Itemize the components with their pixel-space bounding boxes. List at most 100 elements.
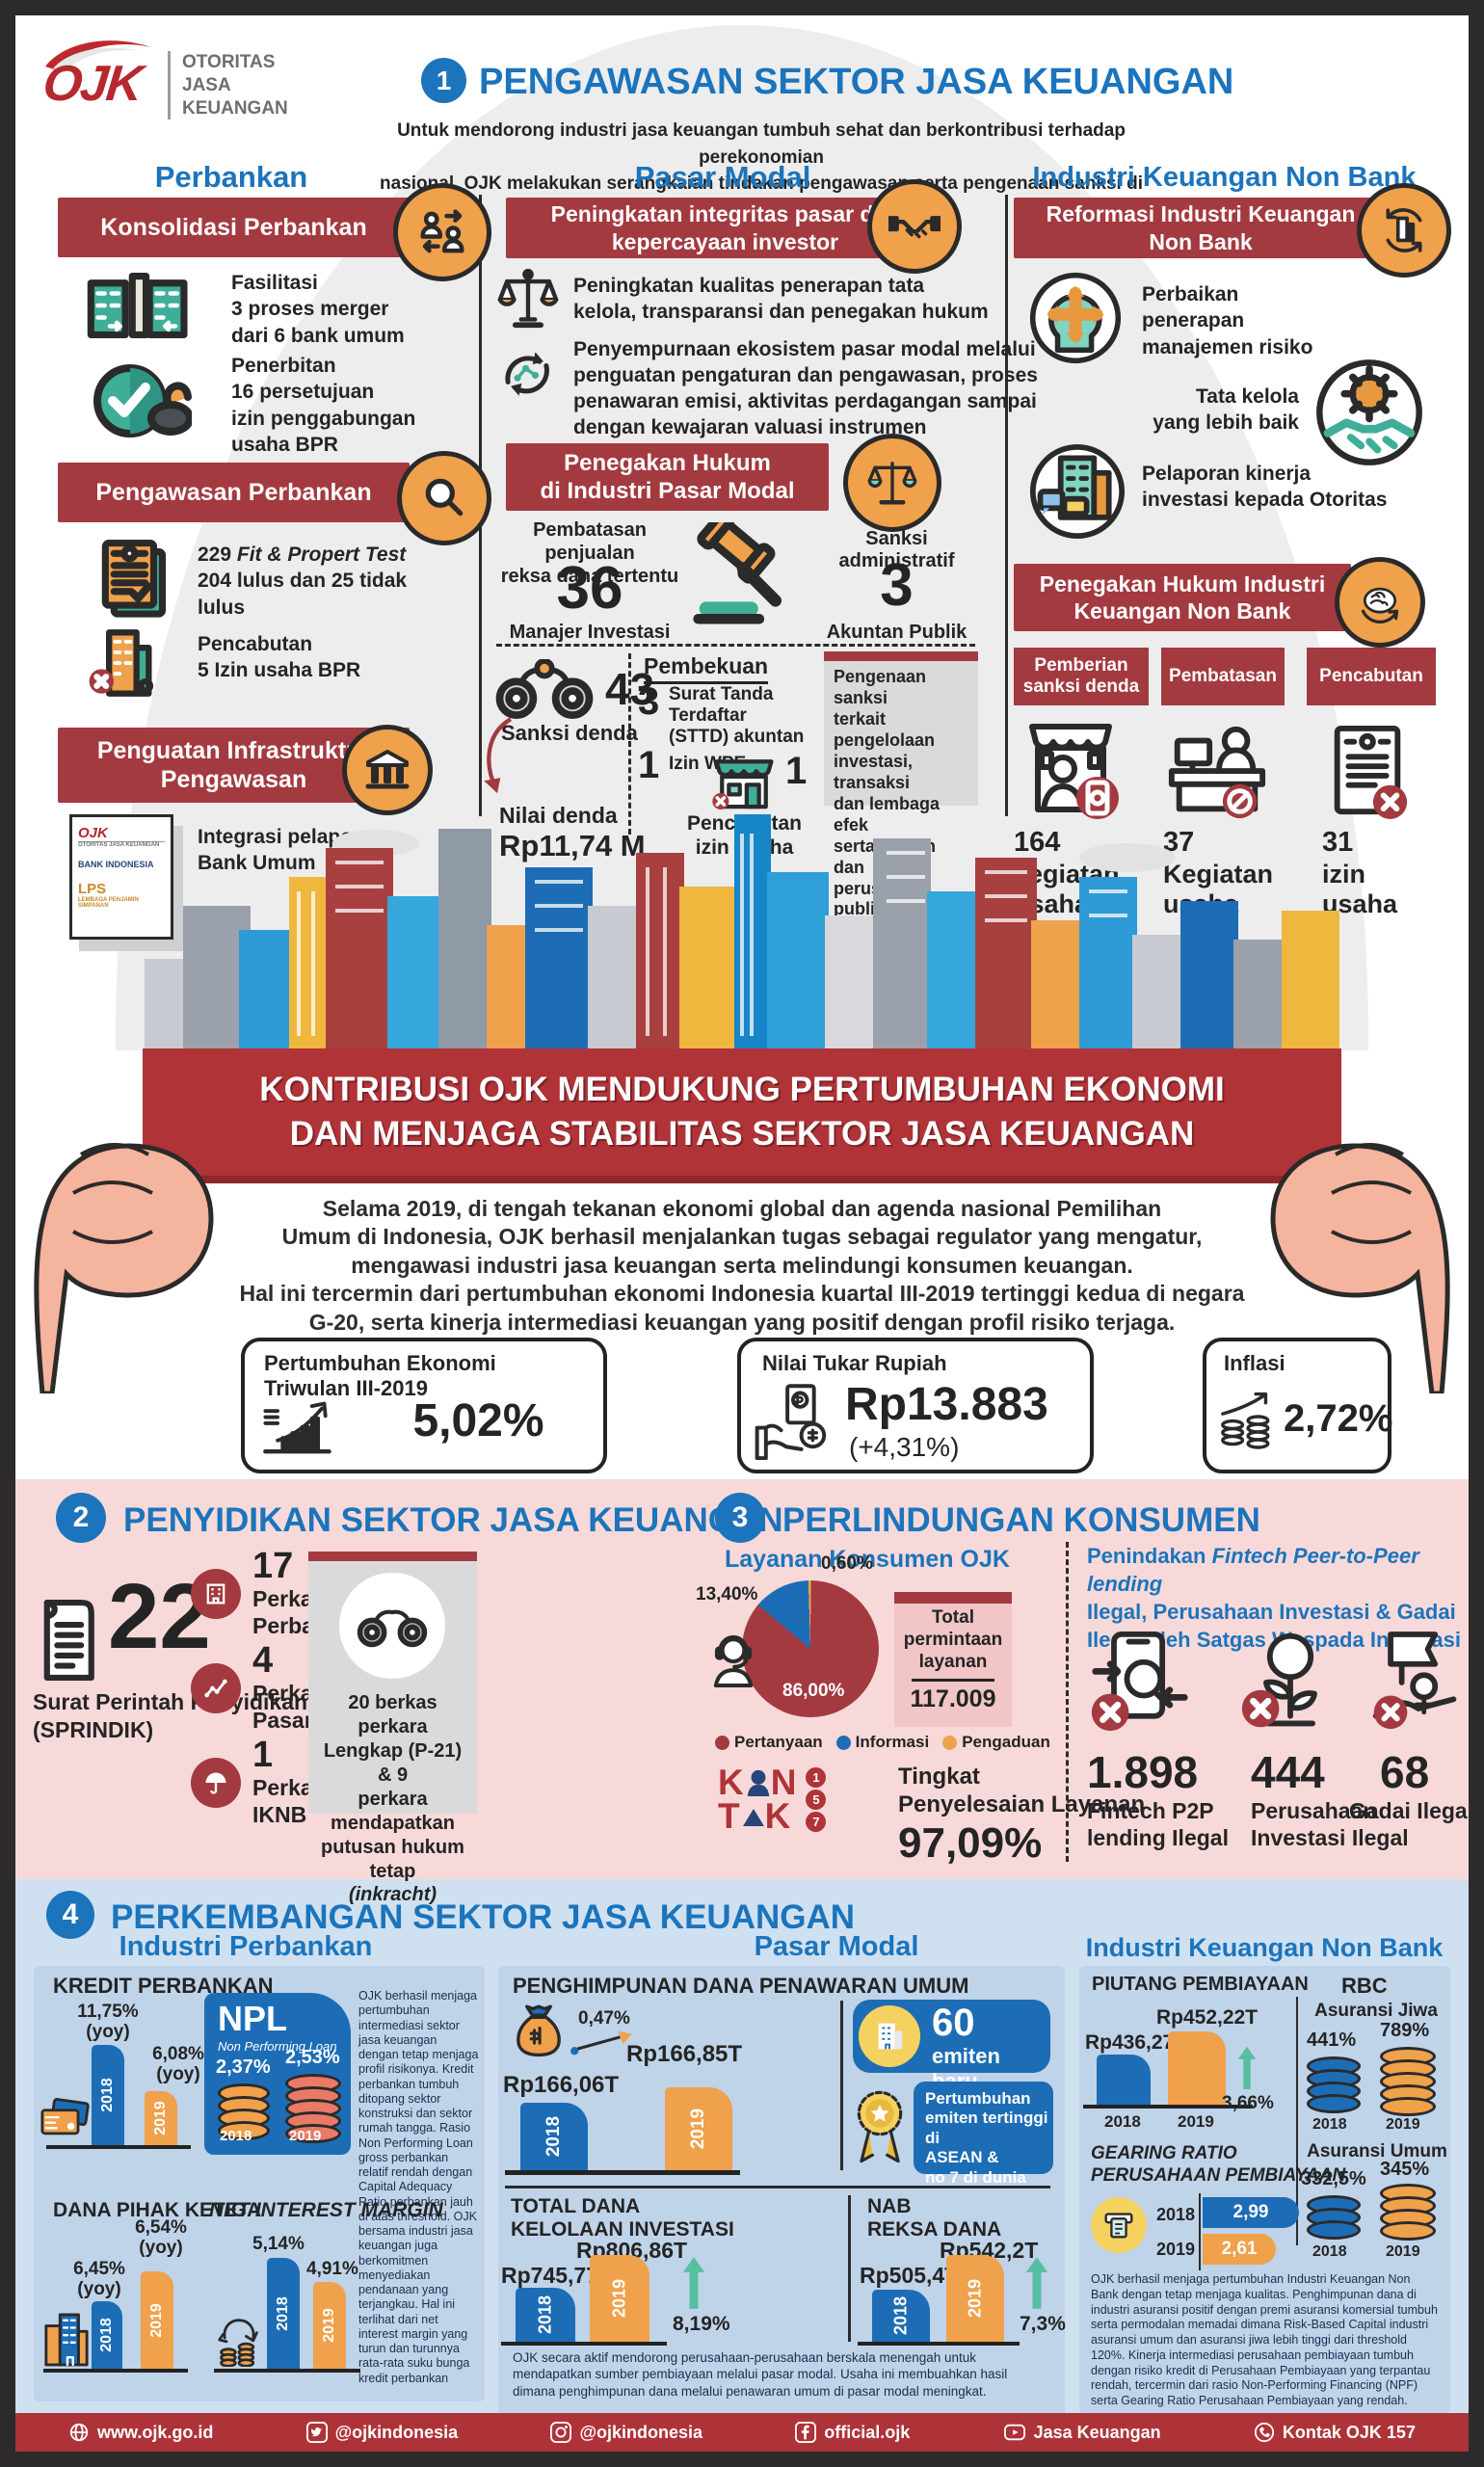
investasi-illegal-label: Perusahaan Investasi Ilegal xyxy=(1251,1798,1409,1850)
coins-arrows-icon xyxy=(216,2313,262,2372)
moneybag-icon xyxy=(511,2004,567,2065)
building-circle-icon xyxy=(859,2005,920,2067)
sanksi-adm-sub: Akuntan Publik xyxy=(826,622,967,643)
integrated-report-card: OJK OTORITAS JASA KEUANGAN BANK INDONESI… xyxy=(69,814,173,940)
tdk-bar-2019: 2019 xyxy=(590,2255,649,2342)
fintech-illegal-label: Fintech P2P lending Ilegal xyxy=(1087,1798,1229,1850)
nim-2019-label: 4,91% xyxy=(306,2259,358,2279)
curve-arrow-icon xyxy=(474,715,518,812)
pie-pertanyaan-pct: 86,00% xyxy=(782,1681,845,1701)
footer-kontak-label: Kontak OJK 157 xyxy=(1282,2422,1416,2442)
nim-axis xyxy=(214,2369,360,2373)
dpk-axis xyxy=(43,2369,188,2373)
item-manajemen-risiko: Perbaikan penerapan manajemen risiko xyxy=(1142,283,1313,358)
tdk-bar-2018: 2018 xyxy=(516,2288,575,2342)
fpt-count: 229 xyxy=(198,544,237,566)
item-fasilitasi-merger: Fasilitasi 3 proses merger dari 6 bank u… xyxy=(231,272,405,347)
npl-2018-value: 2,37% xyxy=(216,2056,271,2078)
tdk-change: 8,19% xyxy=(673,2313,730,2335)
piutang-2018-year: 2018 xyxy=(1104,2112,1141,2131)
emiten-baru-box: 60 emiten baru xyxy=(853,2000,1050,2093)
asuransi-umum-title: Asuransi Umum xyxy=(1307,2141,1447,2162)
divider xyxy=(1005,195,1008,816)
section-pengawasan: OJK OTORITAS JASA KEUANGAN 1 PENGAWASAN … xyxy=(0,0,1484,1050)
dpk-2019-label: 6,54% (yoy) xyxy=(135,2217,187,2258)
divider xyxy=(505,2186,1050,2188)
label-sanksi-denda: Pemberian sanksi denda xyxy=(1014,648,1149,705)
item-tata-kelola-iknb: Tata kelola yang lebih baik xyxy=(1153,385,1299,435)
stat-164: 164 xyxy=(1014,827,1061,858)
perkara-perbankan-icon xyxy=(191,1569,241,1619)
emiten-value: 60 xyxy=(932,2002,975,2044)
p21-note-inkracht: (inkracht) xyxy=(348,1884,437,1905)
dana-bar-2019: 2019 xyxy=(665,2087,732,2170)
piutang-axis xyxy=(1083,2105,1253,2109)
banner-reformasi-iknb: Reformasi Industri Keuangan Non Bank xyxy=(1014,198,1388,258)
p21-note-box: 20 berkas perkara Lengkap (P-21) & 9 per… xyxy=(308,1552,477,1905)
divider xyxy=(840,2001,843,2170)
aj-2018-value: 441% xyxy=(1307,2029,1357,2051)
nim-bar-2019: 2019 xyxy=(313,2282,346,2369)
bar-year: 2019 xyxy=(965,2278,985,2319)
legend-informasi: Informasi xyxy=(855,1733,930,1751)
footer-website: www.ojk.go.id xyxy=(68,2422,213,2443)
section1-title: PENGAWASAN SEKTOR JASA KEUANGAN xyxy=(479,62,1234,102)
perkara-pasar-modal-value: 4 xyxy=(252,1640,274,1681)
buildings-icon xyxy=(42,2311,91,2372)
card-ojk-sub: OTORITAS JASA KEUANGAN xyxy=(78,841,165,848)
perkara-pasar-modal-icon xyxy=(191,1663,241,1713)
gavel-icon xyxy=(686,509,800,635)
kontak-digit: 1 xyxy=(806,1766,827,1788)
footer-youtube: Jasa Keuangan xyxy=(1003,2422,1161,2443)
gadai-illegal-icon xyxy=(1368,1631,1465,1739)
npl-2019-year: 2019 xyxy=(289,2128,322,2144)
npl-2019-coins xyxy=(285,2074,341,2143)
section4-title: PERKEMBANGAN SEKTOR JASA KEUANGAN xyxy=(111,1898,856,1936)
report-building-icon xyxy=(1029,443,1126,544)
au-2019-year: 2019 xyxy=(1386,2243,1420,2260)
pembekuan2-num: 1 xyxy=(638,744,660,786)
card-bi: BANK INDONESIA xyxy=(78,860,154,869)
total-layanan-label: Total permintaan layanan xyxy=(903,1607,1003,1672)
col-title-pasar-modal: Pasar Modal xyxy=(634,160,811,194)
store-x-icon xyxy=(708,757,780,814)
nab-bar-2019: 2019 xyxy=(946,2255,1004,2342)
au-2019-value: 345% xyxy=(1380,2159,1430,2180)
money-hand-icon xyxy=(755,1382,835,1466)
total-layanan-box: Total permintaan layanan 117.009 xyxy=(894,1592,1012,1727)
up-arrow-icon xyxy=(680,2255,707,2316)
kpi-nilai-tukar: Nilai Tukar Rupiah Rp13.883 (+4,31%) xyxy=(737,1338,1094,1473)
instagram-icon xyxy=(550,2422,572,2443)
growth-bars-icon xyxy=(260,1401,339,1460)
aj-2019-coins xyxy=(1380,2047,1436,2116)
dpk-title: DANA PIHAK KETIGA xyxy=(53,2199,262,2221)
tdk-axis xyxy=(501,2342,667,2346)
total-box-bar xyxy=(894,1592,1012,1604)
gear-handshake-icon xyxy=(1315,358,1423,471)
section3-number: 3 xyxy=(715,1493,765,1543)
footer-kontak: Kontak OJK 157 xyxy=(1254,2422,1416,2443)
kredit-bar-2018: 2018 xyxy=(92,2045,124,2145)
rise-arrow-icon xyxy=(569,2029,638,2061)
pembekuan-title: Pembekuan xyxy=(644,653,769,684)
ribbon-line1: KONTRIBUSI OJK MENDUKUNG PERTUMBUHAN EKO… xyxy=(259,1071,1225,1108)
nim-bar-2018: 2018 xyxy=(267,2258,300,2369)
au-2018-year: 2018 xyxy=(1312,2243,1347,2260)
npl-box: NPL Non Performing Loan 2,37% 2018 2,53%… xyxy=(204,1993,351,2155)
kpi3-title: Inflasi xyxy=(1224,1351,1285,1375)
col4-title-iknb: Industri Keuangan Non Bank xyxy=(1085,1933,1444,1962)
piutang-change: 3,66% xyxy=(1222,2093,1274,2113)
kpi2-change: (+4,31%) xyxy=(849,1432,960,1462)
right-hand-illustration xyxy=(1270,1143,1450,1393)
pie-legend: Pertanyaan Informasi Pengaduan xyxy=(715,1733,1050,1752)
total-divider xyxy=(912,1679,994,1683)
piutang-title: PIUTANG PEMBIAYAAN xyxy=(1092,1974,1309,1995)
section3-title: PERLINDUNGAN KONSUMEN xyxy=(782,1501,1260,1539)
footer-facebook: official.ojk xyxy=(795,2422,910,2443)
bar-year: 2019 xyxy=(148,2302,165,2338)
bar-year: 2018 xyxy=(535,2295,555,2335)
stat-31: 31 xyxy=(1322,827,1354,858)
pasar-modal-narrative: OJK secara aktif mendorong perusahaan-pe… xyxy=(513,2350,1008,2399)
agent-headset-icon xyxy=(709,1632,757,1695)
coins-stack-icon xyxy=(1216,1388,1278,1458)
